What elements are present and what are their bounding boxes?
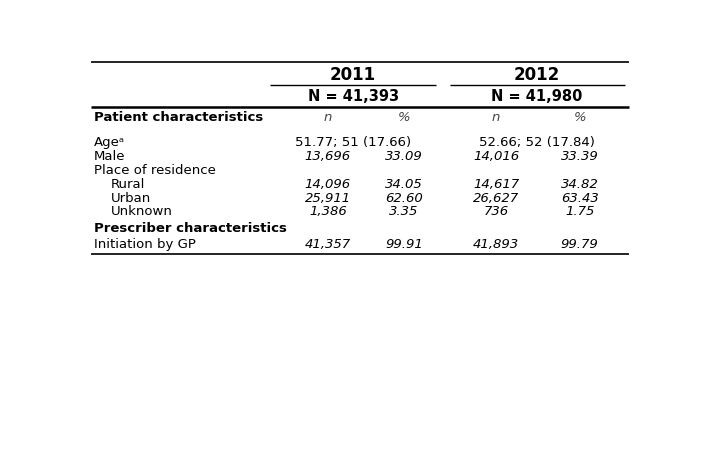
Text: 14,096: 14,096 — [305, 178, 351, 191]
Text: %: % — [573, 112, 586, 125]
Text: Initiation by GP: Initiation by GP — [94, 238, 196, 250]
Text: 14,617: 14,617 — [473, 178, 519, 191]
Text: n: n — [324, 112, 332, 125]
Text: Ageᵃ: Ageᵃ — [94, 136, 125, 149]
Text: 41,893: 41,893 — [473, 238, 519, 250]
Text: Unknown: Unknown — [111, 206, 172, 219]
Text: 33.09: 33.09 — [385, 150, 423, 163]
Text: 2011: 2011 — [330, 66, 376, 84]
Text: Male: Male — [94, 150, 125, 163]
Text: %: % — [397, 112, 410, 125]
Text: Urban: Urban — [111, 192, 151, 205]
Text: Rural: Rural — [111, 178, 145, 191]
Text: 1.75: 1.75 — [565, 206, 594, 219]
Text: 99.91: 99.91 — [385, 238, 423, 250]
Text: 3.35: 3.35 — [389, 206, 418, 219]
Text: 62.60: 62.60 — [385, 192, 423, 205]
Text: 34.82: 34.82 — [561, 178, 599, 191]
Text: 13,696: 13,696 — [305, 150, 351, 163]
Text: n: n — [492, 112, 501, 125]
Text: 2012: 2012 — [514, 66, 560, 84]
Text: N = 41,980: N = 41,980 — [491, 89, 583, 104]
Text: 51.77; 51 (17.66): 51.77; 51 (17.66) — [295, 136, 411, 149]
Text: 1,386: 1,386 — [309, 206, 347, 219]
Text: 26,627: 26,627 — [473, 192, 519, 205]
Text: 52.66; 52 (17.84): 52.66; 52 (17.84) — [479, 136, 595, 149]
Text: Prescriber characteristics: Prescriber characteristics — [94, 222, 287, 235]
Text: 34.05: 34.05 — [385, 178, 423, 191]
Text: N = 41,393: N = 41,393 — [308, 89, 399, 104]
Text: 25,911: 25,911 — [305, 192, 351, 205]
Text: 736: 736 — [484, 206, 509, 219]
Text: Place of residence: Place of residence — [94, 164, 216, 177]
Text: 14,016: 14,016 — [473, 150, 519, 163]
Text: 41,357: 41,357 — [305, 238, 351, 250]
Text: 99.79: 99.79 — [561, 238, 599, 250]
Text: Patient characteristics: Patient characteristics — [94, 112, 263, 125]
Text: 33.39: 33.39 — [561, 150, 599, 163]
Text: 63.43: 63.43 — [561, 192, 599, 205]
